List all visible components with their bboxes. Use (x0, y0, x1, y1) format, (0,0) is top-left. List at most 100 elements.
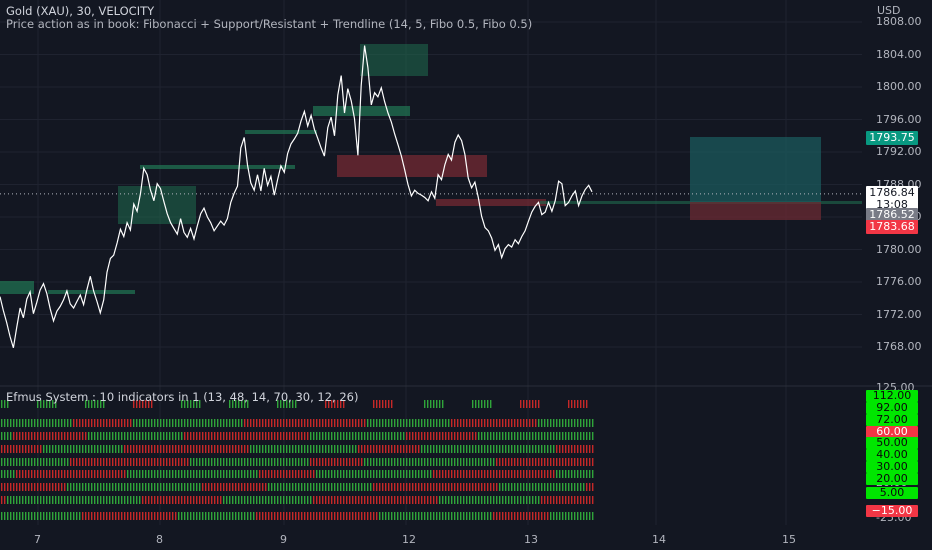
indicator-bar (376, 419, 378, 427)
indicator-bar (316, 432, 318, 440)
indicator-bar (433, 496, 435, 504)
indicator-bar (541, 432, 543, 440)
indicator-bar (139, 483, 141, 491)
indicator-bar (532, 419, 534, 427)
indicator-bar (229, 400, 231, 408)
indicator-bar (391, 512, 393, 520)
indicator-bar (40, 483, 42, 491)
indicator-bar (319, 496, 321, 504)
indicator-bar (532, 496, 534, 504)
indicator-bar (229, 432, 231, 440)
indicator-bar (25, 496, 27, 504)
indicator-bar (445, 512, 447, 520)
indicator-bar (10, 445, 12, 453)
indicator-bar (553, 419, 555, 427)
indicator-bar (469, 445, 471, 453)
indicator-bar (265, 512, 267, 520)
indicator-bar (19, 445, 21, 453)
indicator-bar (364, 470, 366, 478)
indicator-bar (469, 458, 471, 466)
indicator-bar (211, 445, 213, 453)
indicator-bar (166, 458, 168, 466)
indicator-bar (553, 496, 555, 504)
indicator-bar (106, 496, 108, 504)
indicator-bar (439, 483, 441, 491)
indicator-bar (520, 432, 522, 440)
indicator-bar (70, 512, 72, 520)
indicator-bar (307, 458, 309, 466)
indicator-bar (430, 419, 432, 427)
indicator-bar (370, 470, 372, 478)
indicator-bar (424, 496, 426, 504)
indicator-bar (286, 470, 288, 478)
indicator-bar (220, 483, 222, 491)
indicator-bar (451, 496, 453, 504)
indicator-bar (403, 445, 405, 453)
indicator-title: Price action as in book: Fibonacci + Sup… (6, 17, 533, 31)
indicator-bar (289, 400, 291, 408)
indicator-bar (91, 512, 93, 520)
indicator-bar (55, 458, 57, 466)
indicator-bar (403, 432, 405, 440)
indicator-bar (586, 432, 588, 440)
indicator-bar (562, 419, 564, 427)
indicator-bar (187, 458, 189, 466)
indicator-bar (88, 445, 90, 453)
indicator-bar (199, 445, 201, 453)
indicator-bar (316, 458, 318, 466)
indicator-bar (169, 445, 171, 453)
indicator-bar (502, 419, 504, 427)
indicator-bar (475, 458, 477, 466)
indicator-bar (331, 512, 333, 520)
indicator-bar (580, 496, 582, 504)
indicator-bar (343, 512, 345, 520)
indicator-bar (265, 483, 267, 491)
indicator-bar (148, 512, 150, 520)
indicator-bar (373, 496, 375, 504)
indicator-bar (133, 512, 135, 520)
indicator-bar (427, 400, 429, 408)
indicator-bar (415, 470, 417, 478)
indicator-bar (187, 470, 189, 478)
indicator-bar (70, 419, 72, 427)
indicator-bar (283, 496, 285, 504)
indicator-bar (406, 483, 408, 491)
indicator-bar (373, 445, 375, 453)
indicator-bar (241, 470, 243, 478)
indicator-bar (220, 458, 222, 466)
indicator-bar (427, 470, 429, 478)
indicator-bar (205, 432, 207, 440)
indicator-bar (400, 496, 402, 504)
indicator-bar (421, 483, 423, 491)
indicator-bar (589, 512, 591, 520)
indicator-bar (382, 400, 384, 408)
indicator-bar (10, 483, 12, 491)
indicator-bar (574, 512, 576, 520)
indicator-bar (202, 445, 204, 453)
indicator-bar (157, 445, 159, 453)
indicator-bar (175, 496, 177, 504)
indicator-bar (43, 419, 45, 427)
indicator-bar (592, 432, 594, 440)
indicator-bar (79, 512, 81, 520)
indicator-bar (592, 496, 594, 504)
indicator-bar (580, 432, 582, 440)
indicator-bar (373, 483, 375, 491)
indicator-bar (196, 483, 198, 491)
indicator-bar (289, 432, 291, 440)
indicator-bar (217, 496, 219, 504)
indicator-bar (163, 419, 165, 427)
indicator-bar (142, 445, 144, 453)
indicator-bar (553, 512, 555, 520)
indicator-bar (271, 470, 273, 478)
indicator-bar (115, 445, 117, 453)
indicator-bar (499, 496, 501, 504)
indicator-bar (556, 419, 558, 427)
indicator-bar (394, 458, 396, 466)
indicator-bar (232, 445, 234, 453)
indicator-bar (316, 419, 318, 427)
indicator-bar (331, 470, 333, 478)
indicator-bar (274, 419, 276, 427)
indicator-bar (244, 458, 246, 466)
